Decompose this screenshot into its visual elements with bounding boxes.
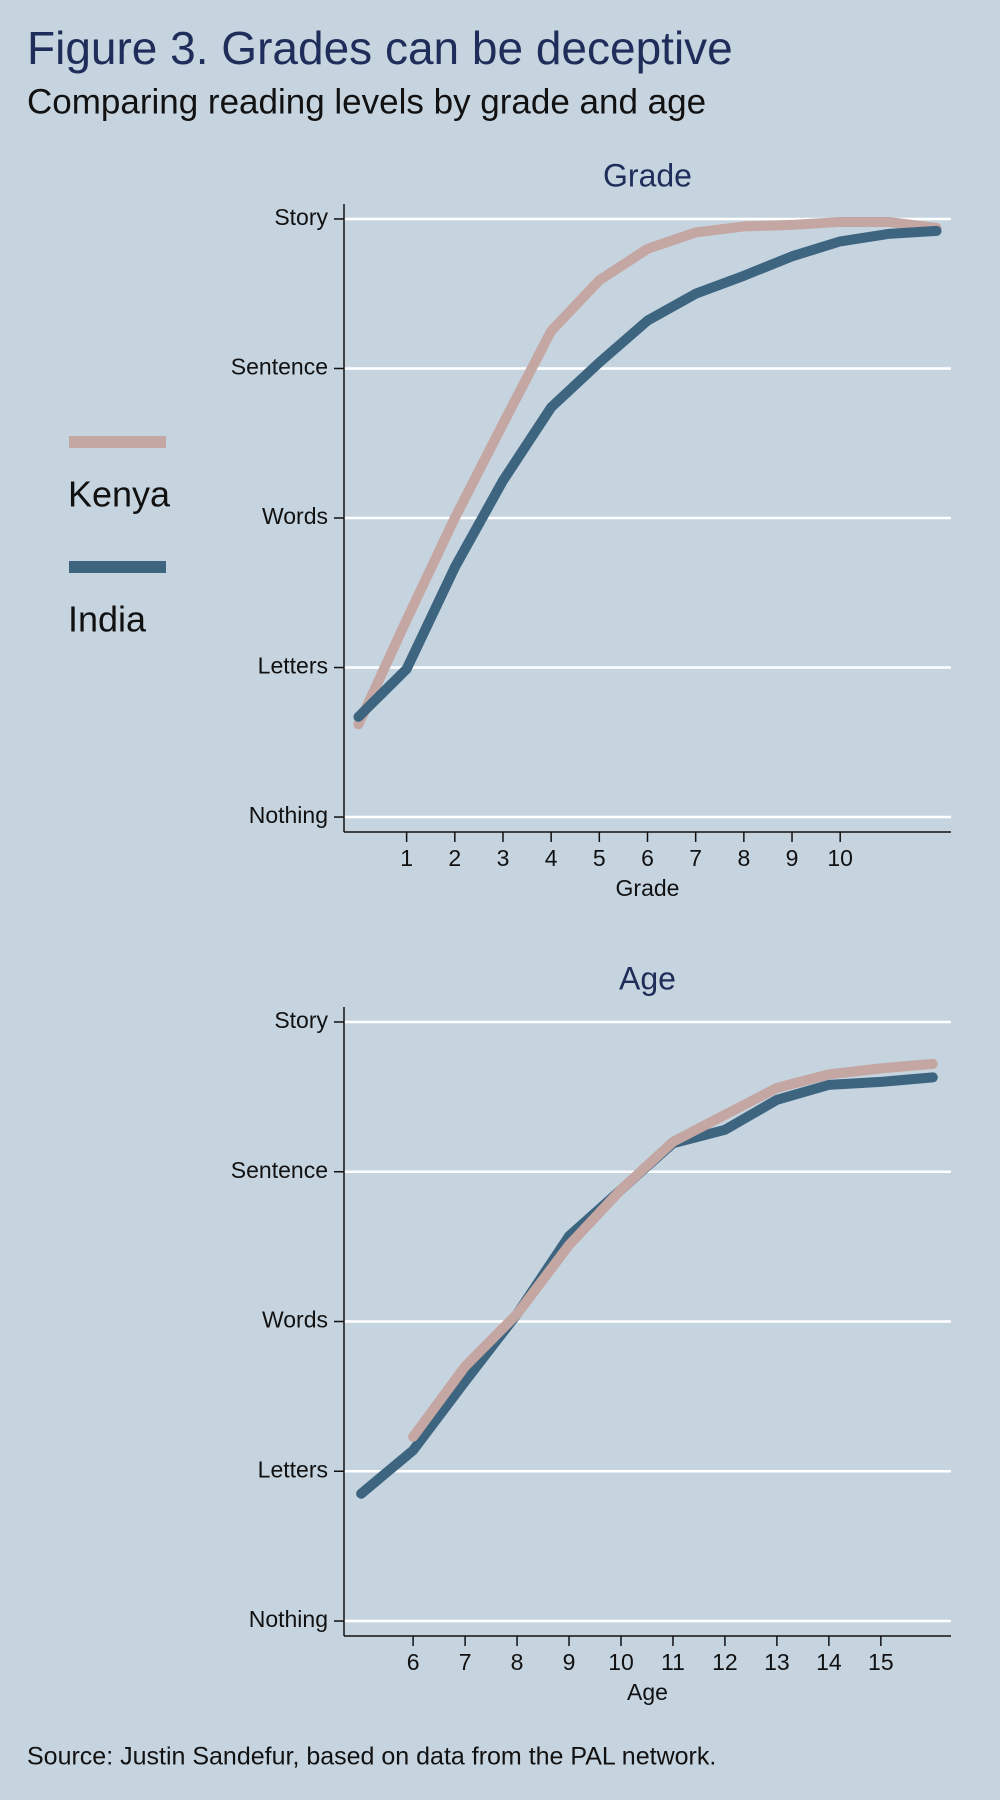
x-tick-label: 7 — [459, 1649, 472, 1675]
x-tick-label: 13 — [764, 1649, 790, 1675]
y-tick-label: Letters — [258, 1456, 328, 1482]
y-tick-label: Story — [274, 1007, 328, 1033]
y-tick-label: Sentence — [231, 354, 328, 380]
y-tick-label: Sentence — [231, 1157, 328, 1183]
x-tick-label: 14 — [816, 1649, 842, 1675]
x-tick-label: 2 — [448, 845, 461, 871]
y-tick-label: Story — [274, 204, 328, 230]
x-tick-label: 6 — [641, 845, 654, 871]
series-line — [408, 1058, 938, 1442]
x-tick-label: 9 — [786, 845, 799, 871]
x-tick-label: 9 — [563, 1649, 576, 1675]
series-line — [353, 216, 942, 730]
legend-label: Kenya — [68, 474, 171, 515]
x-axis-label: Age — [627, 1679, 668, 1705]
x-axis-label: Grade — [616, 875, 680, 901]
x-tick-label: 15 — [868, 1649, 894, 1675]
y-tick-label: Nothing — [249, 1606, 328, 1632]
y-tick-label: Words — [262, 503, 328, 529]
chart-title: Grade — [603, 157, 692, 193]
y-tick-label: Words — [262, 1307, 328, 1333]
chart-title: Age — [619, 960, 676, 996]
page-title: Figure 3. Grades can be deceptive — [27, 22, 733, 74]
x-tick-label: 12 — [712, 1649, 738, 1675]
x-tick-label: 10 — [827, 845, 853, 871]
x-tick-label: 4 — [545, 845, 558, 871]
x-tick-label: 5 — [593, 845, 606, 871]
source-note: Source: Justin Sandefur, based on data f… — [27, 1743, 716, 1771]
series-line — [353, 225, 942, 722]
x-tick-label: 7 — [689, 845, 702, 871]
x-tick-label: 11 — [661, 1649, 685, 1675]
x-tick-label: 3 — [497, 845, 510, 871]
x-tick-label: 6 — [407, 1649, 420, 1675]
legend-label: India — [68, 599, 147, 640]
page-subtitle: Comparing reading levels by grade and ag… — [27, 82, 706, 121]
x-tick-label: 8 — [737, 845, 750, 871]
y-tick-label: Nothing — [249, 802, 328, 828]
x-tick-label: 1 — [400, 845, 413, 871]
y-tick-label: Letters — [258, 653, 328, 679]
x-tick-label: 8 — [511, 1649, 524, 1675]
x-tick-label: 10 — [608, 1649, 634, 1675]
